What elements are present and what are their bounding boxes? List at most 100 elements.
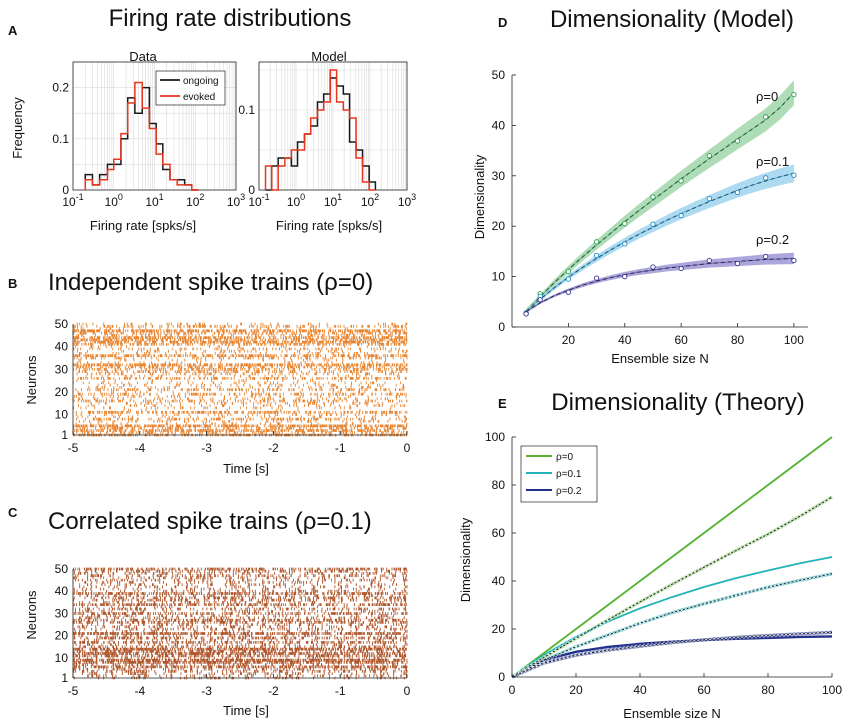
y-tick-label: 50	[492, 68, 506, 82]
marker-ρ=0 (model)	[601, 619, 607, 625]
panel-c-title: Correlated spike trains (ρ=0.1)	[48, 508, 372, 535]
label-d-rho02: ρ=0.2	[756, 232, 789, 247]
legend-e-rho02-label: ρ=0.2	[556, 486, 582, 497]
x-tick-label: 40	[633, 683, 647, 697]
point-ρ=0.1	[791, 172, 797, 178]
marker-ρ=0 (model)	[569, 638, 575, 643]
marker-ρ=0 (model)	[781, 523, 787, 528]
x-tick-label: 100	[784, 333, 804, 347]
underlay-ρ=0.1 (model)	[511, 572, 833, 679]
point-ρ=0.1	[763, 175, 769, 181]
y-tick-label: 100	[485, 430, 505, 444]
point-ρ=0.1	[678, 212, 684, 219]
line-ρ=0	[525, 92, 795, 312]
x-tick-label: 80	[731, 333, 745, 347]
panel-a-ylabel: Frequency	[10, 97, 25, 159]
marker-ρ=0 (model)	[661, 586, 667, 591]
marker-ρ=0 (model)	[709, 560, 715, 566]
point-ρ=0.2	[537, 297, 543, 303]
x-tick-label: -2	[268, 441, 279, 455]
y-tick-label: 0	[62, 183, 69, 197]
panel-b-ylabel: Neurons	[24, 355, 39, 405]
point-ρ=0	[791, 92, 797, 98]
panel-b-xlabel: Time [s]	[223, 461, 269, 476]
dashed-ρ=0.2 (model)	[511, 631, 833, 678]
point-ρ=0.1	[706, 195, 712, 202]
plot-e: 0 20 40 60 80 100 0 20 40 60 80 100	[485, 430, 842, 697]
axes-frame	[72, 61, 237, 191]
panel-e-xlabel: Ensemble size N	[623, 706, 721, 721]
x-tick-label: 100	[105, 192, 123, 209]
legend-a: ongoing evoked	[155, 70, 226, 106]
marker-ρ=0 (model)	[721, 554, 727, 560]
point-ρ=0.1	[734, 189, 741, 196]
marker-ρ=0 (model)	[577, 633, 583, 639]
band-ρ=0.2	[526, 252, 794, 313]
point-ρ=0	[565, 268, 572, 275]
label-d-rho01: ρ=0.1	[756, 154, 789, 169]
marker-ρ=0.1 (model)	[625, 625, 631, 630]
point-ρ=0	[763, 114, 769, 120]
line-ρ=0.1	[525, 172, 795, 312]
x-tick-label: 100	[822, 683, 842, 697]
point-ρ=0.2	[734, 260, 741, 267]
panel-e-title: Dimensionality (Theory)	[551, 389, 804, 416]
marker-ρ=0 (model)	[573, 636, 579, 641]
line-ρ=0.1	[511, 556, 833, 678]
x-tick-label: 80	[761, 683, 775, 697]
y-tick-label: 10	[55, 651, 69, 665]
panel-label-b: B	[8, 276, 17, 291]
marker-ρ=0 (model)	[805, 509, 811, 514]
marker-ρ=0 (model)	[717, 556, 723, 562]
y-tick-label: 40	[492, 574, 506, 588]
panel-d-ylabel: Dimensionality	[472, 154, 487, 239]
panel-a-title: Firing rate distributions	[109, 5, 352, 32]
x-tick-label: 60	[674, 333, 688, 347]
subplot-data: 10-1 100 101 102 103 0 0.1 0.2	[52, 61, 245, 209]
x-tick-label: -5	[68, 684, 79, 698]
y-tick-label: 20	[492, 219, 506, 233]
x-tick-label: 40	[618, 333, 632, 347]
legend-e: ρ=0 ρ=0.1 ρ=0.2	[520, 445, 598, 503]
marker-ρ=0 (model)	[753, 538, 759, 543]
raster-c: -5 -4 -3 -2 -1 0 1 10 20 30 40 50	[55, 562, 411, 698]
marker-ρ=0 (model)	[777, 525, 783, 530]
x-tick-label: 20	[562, 333, 576, 347]
x-tick-label: 10-1	[62, 192, 83, 209]
point-ρ=0	[734, 138, 741, 144]
marker-ρ=0.1 (model)	[569, 646, 575, 651]
marker-ρ=0 (model)	[633, 601, 639, 607]
panel-c-ylabel: Neurons	[24, 590, 39, 640]
marker-ρ=0 (model)	[681, 575, 687, 581]
x-tick-label: 60	[697, 683, 711, 697]
x-tick-label: 103	[398, 192, 416, 209]
y-tick-label: 30	[55, 606, 69, 620]
x-tick-label: -3	[201, 441, 212, 455]
point-ρ=0	[650, 194, 656, 200]
y-tick-label: 20	[55, 385, 69, 399]
marker-ρ=0 (model)	[809, 506, 815, 512]
line-ρ=0	[511, 436, 833, 678]
point-ρ=0	[678, 178, 684, 184]
marker-ρ=0.1 (model)	[573, 644, 579, 649]
x-tick-label: -1	[335, 684, 346, 698]
marker-ρ=0.2 (model)	[533, 664, 539, 669]
legend-a-box	[155, 70, 226, 106]
point-ρ=0.2	[523, 311, 529, 317]
y-tick-label: 0	[498, 320, 505, 334]
plot-d: 20 40 60 80 100 0 10 20 30 40 50	[492, 68, 808, 347]
x-tick-label: -4	[134, 441, 145, 455]
point-ρ=0	[593, 239, 600, 245]
y-tick-label: 1	[61, 671, 68, 685]
marker-ρ=0.1 (model)	[565, 647, 571, 653]
y-tick-label: 20	[492, 622, 506, 636]
subplot-model-title: Model	[311, 49, 347, 64]
marker-ρ=0.2 (model)	[537, 662, 543, 668]
y-tick-label: 0.2	[52, 81, 69, 95]
panel-b-title: Independent spike trains (ρ=0)	[48, 269, 373, 296]
marker-ρ=0 (model)	[801, 511, 807, 516]
line-ρ=0.2	[525, 258, 794, 313]
x-tick-label: 10-1	[248, 192, 269, 209]
marker-ρ=0 (model)	[773, 527, 779, 532]
